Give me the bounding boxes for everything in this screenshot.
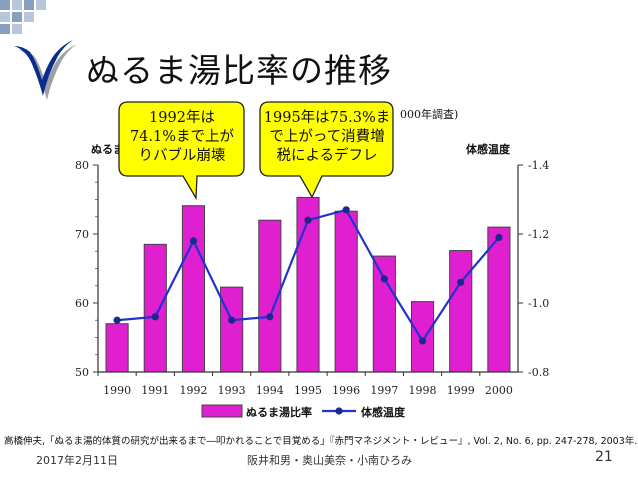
footer-date: 2017年2月11日 [36,454,118,467]
line-point [380,275,388,283]
logo-v-mark [14,40,73,96]
line-point [266,313,274,321]
legend-label: 体感温度 [361,405,406,419]
line-point [342,206,350,214]
x-tick-label: 1992 [179,384,207,397]
bar [220,286,244,373]
callout-line: で上がって消費増 [269,129,385,145]
callout-line: 1992年は [149,110,215,126]
callout-1995-text: 1995年は75.3%ま で上がって消費増 税によるデフレ [261,109,393,166]
x-tick-label: 1990 [103,384,131,397]
bar [372,255,396,373]
bar [143,243,167,373]
callout-line: 税によるデフレ [276,148,378,164]
x-tick-label: 1993 [218,384,246,397]
bar [181,205,206,373]
footer-authors: 阪井和男・奥山美奈・小南ひろみ [247,454,412,467]
y-right-tick-label: -0.8 [528,366,549,379]
x-tick-label: 1999 [447,384,475,397]
callout-1992-bubble [118,101,245,201]
y-right-axis-label: 体感温度 [466,142,511,156]
bar [487,226,511,373]
x-tick-label: 1997 [370,384,398,397]
y-left-tick-label: 50 [75,366,89,379]
bar-series [105,196,511,373]
line-point [457,278,465,286]
line-point [228,316,236,324]
page-number: 21 [595,449,613,465]
logo [0,0,77,100]
callout-1992-text: 1992年は 74.1%まで上が りバブル崩壊 [120,109,244,166]
legend: ぬるま湯比率 体感温度 [201,404,406,419]
x-tick-label: 2000 [485,384,513,397]
logo-squares [0,0,46,34]
line-point [151,313,159,321]
line-point [113,316,121,324]
x-tick-label: 1994 [256,384,284,397]
y-right-tick-label: -1.0 [528,297,549,310]
y-left-tick-label: 60 [75,297,89,310]
line-point [418,337,427,345]
legend-label: ぬるま湯比率 [246,405,312,419]
slide-title: ぬるま湯比率の推移 [86,51,392,90]
x-tick-label: 1996 [332,384,360,397]
chart-partial-title: 000年調査) [400,107,458,121]
line-point [304,216,312,224]
y-left-tick-label: 80 [75,159,89,172]
line-point [189,237,198,245]
y-left-tick-label: 70 [75,228,89,241]
callout-line: 74.1%まで上が [129,129,235,145]
x-tick-label: 1991 [141,384,169,397]
bar [410,301,435,373]
legend-line-marker [335,407,343,415]
axes: 80 70 60 50 -1.4 -1.2 -1.0 -0.8 1990 1991 1992 1993… [75,159,549,397]
callout-line: 1995年は75.3%ま [263,110,391,126]
callout-1995-bubble [259,101,394,199]
bar [105,323,129,373]
line-point [495,233,503,242]
line-series [113,206,503,345]
bar [334,210,358,373]
x-tick-label: 1995 [294,384,322,397]
x-tick-label: 1998 [409,384,437,397]
bar [449,250,473,373]
y-right-tick-label: -1.2 [528,228,549,241]
legend-bar-swatch [201,404,243,418]
callout-line: りバブル崩壊 [138,148,226,164]
y-right-tick-label: -1.4 [528,159,549,172]
citation: 高橋伸夫,「ぬるま湯的体質の研究が出来るまで―叩かれることで目覚める」『赤門マネ… [4,436,638,447]
